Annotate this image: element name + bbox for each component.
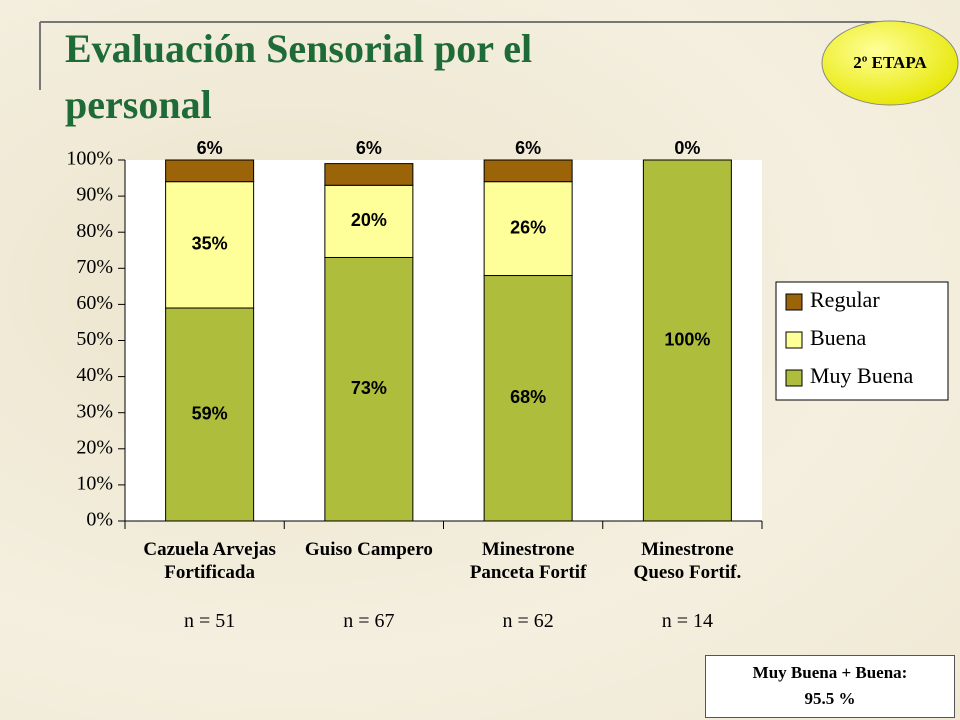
badge [821,20,959,106]
sample-size: n = 67 [343,610,395,632]
x-tick-label: Minestrone Queso Fortif. [633,539,742,583]
y-tick-label: 0% [86,509,113,531]
bar-segment [324,163,414,186]
x-tick-label: Cazuela Arvejas Fortificada [143,539,276,583]
value-label: 20% [351,210,387,230]
value-label: 59% [192,403,228,423]
legend-swatch [785,331,803,349]
legend-label: Buena [810,325,866,350]
bar-segment [483,181,573,277]
y-tick-label: 100% [66,148,113,170]
sample-size: n = 14 [661,610,714,632]
legend [775,281,949,401]
value-label: 68% [510,387,546,407]
title: Evaluación Sensorial por el personal [65,26,532,127]
bar-segment [642,159,732,522]
value-label: 35% [192,234,228,254]
summary-line: Muy Buena + Buena: [752,663,908,682]
value-label: 26% [510,217,546,237]
y-tick-label: 90% [76,184,113,206]
bar-segment [165,159,255,183]
sample-size: n = 62 [502,610,554,632]
legend-label: Muy Buena [810,363,914,388]
sample-size: n = 51 [183,610,236,632]
value-label: 6% [197,138,223,158]
bar-segment [165,307,255,522]
value-label: 100% [664,329,710,349]
x-tick-label: Guiso Campero [304,539,433,560]
x-tick-label: Minestrone Panceta Fortif [469,539,587,583]
bar-segment [483,275,573,522]
summary-line: 95.5 % [804,689,856,708]
y-tick-label: 20% [76,436,113,458]
legend-swatch [785,369,803,387]
bar-segment [165,181,255,309]
y-tick-label: 10% [76,472,113,494]
y-tick-label: 50% [76,328,113,350]
bar-segment [324,184,414,258]
value-label: 6% [515,138,541,158]
y-tick-label: 60% [76,292,113,314]
value-label: 73% [351,378,387,398]
y-tick-label: 80% [76,220,113,242]
badge-text: 2º ETAPA [853,53,927,72]
value-label: 0% [674,138,700,158]
legend-label: Regular [810,287,880,312]
value-label: 6% [356,138,382,158]
y-tick-label: 40% [76,364,113,386]
legend-swatch [785,293,803,311]
y-tick-label: 70% [76,256,113,278]
summary-box: Muy Buena + Buena: 95.5 % [705,655,955,718]
bar-segment [483,159,573,183]
bar-segment [324,256,414,522]
y-tick-label: 30% [76,400,113,422]
